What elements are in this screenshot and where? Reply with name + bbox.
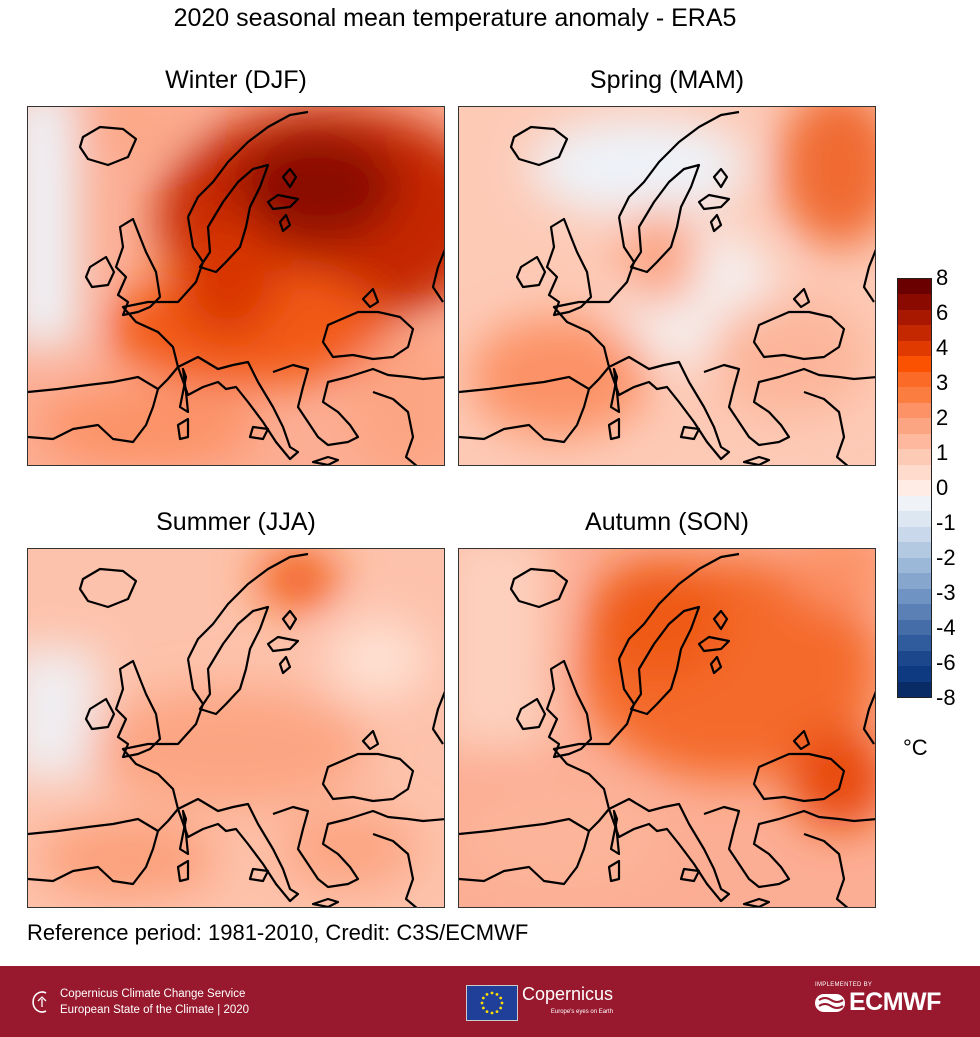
colorbar-band — [898, 309, 931, 326]
colorbar-band — [898, 526, 931, 543]
map-autumn — [459, 549, 875, 907]
colorbar-band — [898, 604, 931, 620]
map-panel-summer — [27, 548, 445, 908]
colorbar-band — [898, 511, 931, 527]
colorbar-band — [898, 480, 931, 496]
colorbar-band — [898, 573, 931, 589]
colorbar-tick-label: 4 — [936, 335, 949, 360]
implemented-by: IMPLEMENTED BY — [815, 982, 873, 988]
colorbar-band — [898, 681, 931, 698]
colorbar-tick-label: 1 — [936, 440, 949, 465]
panel-title-summer: Summer (JJA) — [156, 508, 316, 536]
copernicus-tagline: Europe's eyes on Earth — [550, 1009, 614, 1015]
figure-title: 2020 seasonal mean temperature anomaly -… — [173, 4, 737, 32]
colorbar-tick-label: -6 — [936, 650, 956, 675]
c3s-emblem-icon — [32, 991, 47, 1013]
colorbar-band — [898, 588, 931, 605]
map-panel-winter — [27, 106, 445, 466]
map-panel-spring — [458, 106, 876, 466]
report-name: European State of the Climate | 2020 — [60, 1004, 250, 1016]
colorbar-tick-label: -4 — [936, 615, 956, 640]
colorbar-band — [898, 418, 931, 434]
colorbar-band — [898, 464, 931, 481]
colorbar-band — [898, 402, 931, 419]
panel-title-autumn: Autumn (SON) — [585, 508, 749, 536]
colorbar-band — [898, 356, 931, 372]
colorbar-tick-label: -8 — [936, 685, 956, 710]
colorbar-tick-label: 3 — [936, 370, 949, 395]
eu-flag-icon — [466, 985, 518, 1021]
colorbar-tick-label: -2 — [936, 545, 956, 570]
panel-title-winter: Winter (DJF) — [165, 66, 307, 94]
colorbar-band — [898, 433, 931, 450]
colorbar-band — [898, 495, 931, 512]
colorbar-band — [898, 294, 931, 310]
map-winter — [28, 107, 444, 465]
colorbar-tick-label: 8 — [936, 265, 949, 290]
colorbar-tick-label: 0 — [936, 475, 949, 500]
footer-banner: Copernicus Climate Change Service Europe… — [0, 966, 980, 1037]
c3s-logo: Copernicus Climate Change Service Europe… — [30, 986, 249, 1018]
colorbar-band — [898, 279, 931, 295]
colorbar-band — [898, 635, 931, 651]
colorbar-tick-label: 2 — [936, 405, 949, 430]
colorbar-tick-label: 6 — [936, 300, 949, 325]
colorbar-band — [898, 666, 931, 682]
map-panel-autumn — [458, 548, 876, 908]
colorbar-band — [898, 325, 931, 341]
copernicus-wordmark: Copernicus — [522, 984, 614, 1004]
colorbar-band — [898, 542, 931, 558]
colorbar-band — [898, 449, 931, 465]
panel-title-spring: Spring (MAM) — [589, 66, 745, 94]
credit-text: Reference period: 1981-2010, Credit: C3S… — [27, 920, 529, 945]
colorbar-band — [898, 557, 931, 574]
colorbar-unit: °C — [903, 735, 928, 760]
colorbar-band — [898, 619, 931, 636]
colorbar-band — [898, 387, 931, 403]
service-name: Copernicus Climate Change Service — [60, 988, 246, 1000]
colorbar-tick-label: -3 — [936, 580, 956, 605]
copernicus-logo: Copernicus Europe's eyes on Earth — [466, 985, 613, 1021]
colorbar-band — [898, 650, 931, 667]
ecmwf-wordmark: ECMWF — [849, 988, 941, 1016]
colorbar-band — [898, 371, 931, 388]
map-summer — [28, 549, 444, 907]
map-spring — [459, 107, 875, 465]
colorbar-tick-label: -1 — [936, 510, 956, 535]
ecmwf-logo: IMPLEMENTED BY ECMWF — [815, 982, 941, 1017]
ecmwf-emblem-icon — [815, 993, 845, 1012]
colorbar — [897, 278, 932, 698]
colorbar-band — [898, 340, 931, 357]
